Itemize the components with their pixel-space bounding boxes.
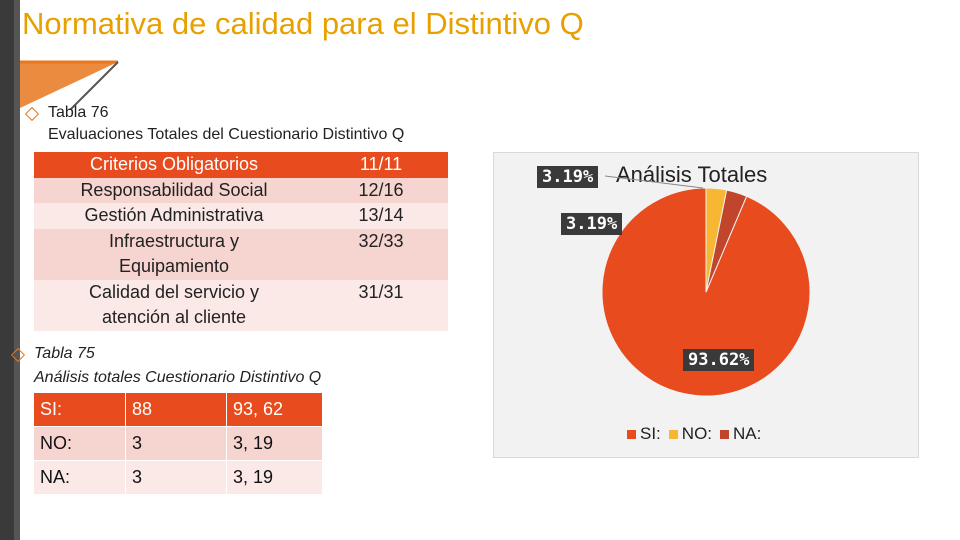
row-value: 13/14 <box>358 205 404 225</box>
pie-slice-na <box>705 189 748 293</box>
row-label: Gestión Administrativa <box>84 205 264 225</box>
table-75: SI: 88 93, 62 NO: 3 3, 19 NA: 3 3, 19 <box>34 392 323 494</box>
bullet-line1: Tabla 75 <box>34 345 95 362</box>
row-label: NA: <box>34 460 126 494</box>
row-value: 31/31 <box>358 281 404 302</box>
bullet-tabla-75: Tabla 75 Análisis totales Cuestionario D… <box>10 342 321 390</box>
row-pct: 3, 19 <box>226 426 323 461</box>
left-accent-bar-inner <box>14 0 20 540</box>
legend-item-no: NO: <box>668 424 712 444</box>
legend-swatch <box>668 430 678 439</box>
legend-swatch <box>720 430 730 439</box>
pie-chart <box>601 175 811 397</box>
bullet-line2: Evaluaciones Totales del Cuestionario Di… <box>48 126 405 143</box>
table-row: NA: 3 3, 19 <box>34 460 323 494</box>
leader-line <box>604 175 704 189</box>
slide-decoration <box>20 60 119 110</box>
row-label: NO: <box>34 426 126 461</box>
legend-item-na: NA: <box>720 424 761 444</box>
table-76: Criterios Obligatorios 11/11 Responsabil… <box>34 152 448 331</box>
row-value: 11/11 <box>359 154 403 174</box>
row-count: 3 <box>125 460 227 494</box>
table-row: Infraestructura y Equipamiento 32/33 <box>34 228 448 280</box>
row-value: 32/33 <box>358 230 404 251</box>
table-row: Calidad del servicio y atención al clien… <box>34 279 448 331</box>
row-label: Responsabilidad Social <box>80 179 268 200</box>
bullet-tabla-76: Tabla 76 Evaluaciones Totales del Cuesti… <box>24 102 404 146</box>
legend-swatch <box>627 430 636 439</box>
row-value: 12/16 <box>358 179 404 200</box>
table-row: NO: 3 3, 19 <box>34 426 323 461</box>
chart-title: Análisis Totales <box>616 162 768 187</box>
row-count: 88 <box>125 392 227 427</box>
table-row: Responsabilidad Social 12/16 <box>34 177 448 203</box>
row-count: 3 <box>125 426 227 461</box>
slide-title: Normativa de calidad para el Distintivo … <box>22 6 584 41</box>
data-label-no: 3.19% <box>561 213 623 235</box>
left-accent-bar <box>0 0 14 540</box>
row-label: SI: <box>34 392 126 427</box>
row-pct: 93, 62 <box>226 392 323 427</box>
row-label: Criterios Obligatorios <box>89 154 259 174</box>
legend-item-si: SI: <box>627 424 661 444</box>
bullet-line1: Tabla 76 <box>48 104 109 121</box>
data-label-si: 93.62% <box>683 349 755 371</box>
table-row: Criterios Obligatorios 11/11 <box>34 152 448 178</box>
table-row: Gestión Administrativa 13/14 <box>34 203 448 229</box>
row-pct: 3, 19 <box>226 460 323 494</box>
row-label: Calidad del servicio y atención al clien… <box>88 281 260 328</box>
bullet-line2: Análisis totales Cuestionario Distintivo… <box>34 369 322 386</box>
chart-legend: SI: NO: NA: <box>627 424 761 444</box>
table-row: SI: 88 93, 62 <box>34 392 323 427</box>
data-label-na: 3.19% <box>537 166 599 188</box>
row-label: Infraestructura y Equipamiento <box>108 230 240 277</box>
